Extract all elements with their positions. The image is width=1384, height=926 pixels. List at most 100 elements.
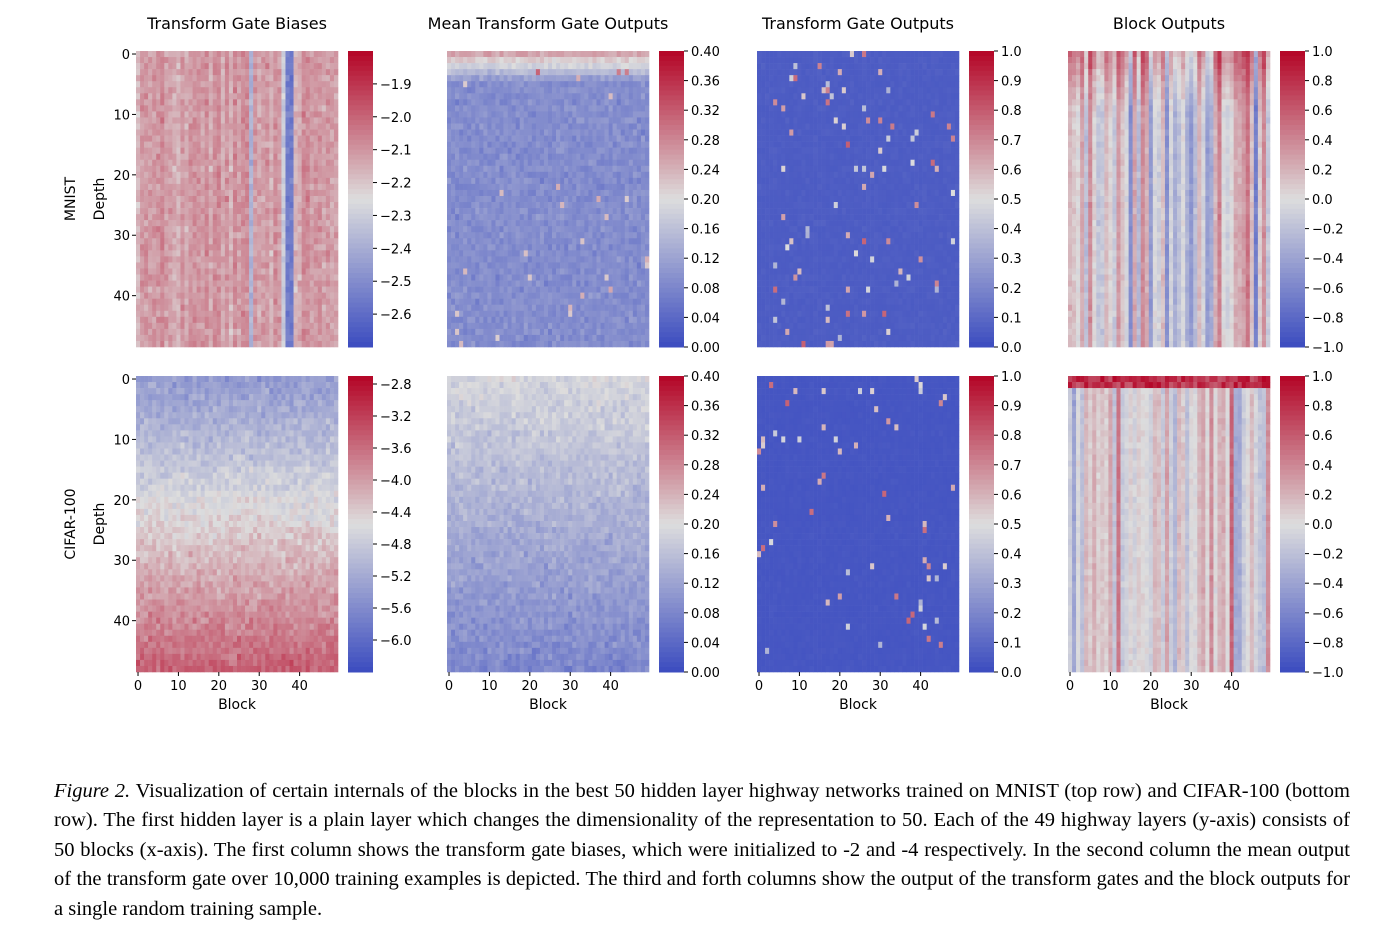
heatmap-cell [220,244,226,251]
heatmap-cell [184,87,189,94]
heatmap-cell [321,123,327,130]
heatmap-cell [176,268,181,275]
heatmap-cell [220,292,226,299]
heatmap-cell [552,57,557,64]
heatmap-cell [313,51,319,58]
heatmap-cell [580,226,585,233]
heatmap-cell [543,159,549,167]
heatmap-cell [471,57,476,64]
heatmap-cell [543,147,549,154]
heatmap-cell [483,141,488,148]
heatmap-cell [584,81,589,88]
heatmap-cell [515,177,521,185]
heatmap-cell [503,63,508,70]
heatmap-cell [451,75,456,82]
heatmap-cell [269,250,274,257]
heatmap-cell [511,280,516,287]
heatmap-cell [168,262,173,269]
heatmap-cell [232,268,238,275]
heatmap-cell [535,69,541,76]
heatmap-cell [580,310,585,318]
heatmap-cell [455,226,460,233]
heatmap-cell [257,238,262,245]
heatmap-cell [576,256,581,263]
heatmap-cell [600,135,605,142]
heatmap-cell [503,328,508,336]
heatmap-cell [479,81,484,88]
heatmap-cell [487,99,492,106]
heatmap-cell [160,268,165,275]
heatmap-cell [144,328,149,336]
heatmap-cell [265,159,270,167]
heatmap-cell [168,274,173,281]
heatmap-cell [592,81,597,88]
heatmap-cell [192,159,197,167]
heatmap-cell [196,135,201,142]
heatmap-cell [289,202,294,209]
heatmap-cell [277,334,282,342]
heatmap-cell [483,238,488,245]
heatmap-cell [160,195,165,203]
heatmap-cell [237,280,242,287]
heatmap-cell [224,87,230,94]
heatmap-cell [447,57,452,64]
heatmap-cell [604,63,609,70]
heatmap-cell [261,195,266,203]
heatmap-cell [644,208,650,215]
heatmap-cell [329,99,335,106]
heatmap-cell [459,286,464,293]
heatmap-cell [257,165,262,173]
heatmap-cell [152,310,157,318]
heatmap-cell [531,202,537,209]
heatmap-cell [285,99,290,106]
heatmap-cell [140,123,145,130]
heatmap-cell [451,111,456,118]
heatmap-cell [459,238,464,245]
heatmap-cell [568,214,573,221]
heatmap-cell [499,322,504,330]
heatmap-cell [499,165,504,173]
heatmap-cell [507,286,512,293]
heatmap-cell [265,340,270,348]
heatmap-cell [313,159,319,167]
heatmap-cell [556,256,561,263]
heatmap-cell [285,202,290,209]
heatmap-cell [216,75,222,82]
heatmap-cell [628,93,634,100]
heatmap-cell [479,292,484,299]
heatmap-cell [604,322,609,330]
heatmap-cell [620,93,626,100]
heatmap-cell [273,171,278,179]
heatmap-cell [176,226,181,233]
heatmap-cell [644,310,650,318]
heatmap-cell [459,81,464,88]
heatmap-cell [612,75,617,82]
heatmap-cell [273,214,278,221]
heatmap-cell [568,232,573,239]
heatmap-cell [531,256,537,263]
heatmap-cell [640,334,646,342]
heatmap-cell [172,195,177,203]
heatmap-cell [241,87,246,94]
heatmap-cell [531,123,537,130]
heatmap-cell [144,171,149,179]
heatmap-cell [265,87,270,94]
heatmap-cell [297,208,302,215]
heatmap-cell [309,141,315,148]
heatmap-cell [507,280,512,287]
heatmap-cell [531,111,537,118]
heatmap-cell [208,292,214,299]
y-tick-label: 40 [113,290,130,305]
heatmap-cell [152,334,157,342]
heatmap-cell [180,99,185,106]
colorbar-segment [348,277,373,284]
heatmap-cell [156,69,161,76]
heatmap-cell [321,111,327,118]
colorbar-segment [348,179,373,185]
heatmap-cell [475,147,480,154]
heatmap-cell [333,238,339,245]
heatmap-cell [249,111,254,118]
heatmap-cell [293,304,298,312]
heatmap-cell [245,256,250,263]
heatmap-cell [471,292,476,299]
